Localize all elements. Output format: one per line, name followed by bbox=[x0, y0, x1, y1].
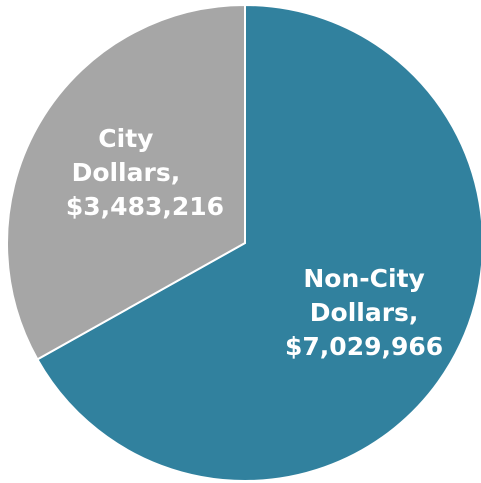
value-label: $3,483,216 bbox=[65, 192, 225, 222]
category-label: City Dollars, bbox=[71, 124, 181, 188]
slice-label: Non-City Dollars, $7,029,966 bbox=[279, 262, 449, 364]
pie-slice bbox=[36, 3, 481, 482]
value-label: $7,029,966 bbox=[285, 331, 444, 361]
slice-label: City Dollars, $3,483,216 bbox=[65, 122, 225, 224]
pie-slice bbox=[6, 3, 246, 361]
category-label: Non-City Dollars, bbox=[303, 263, 425, 327]
